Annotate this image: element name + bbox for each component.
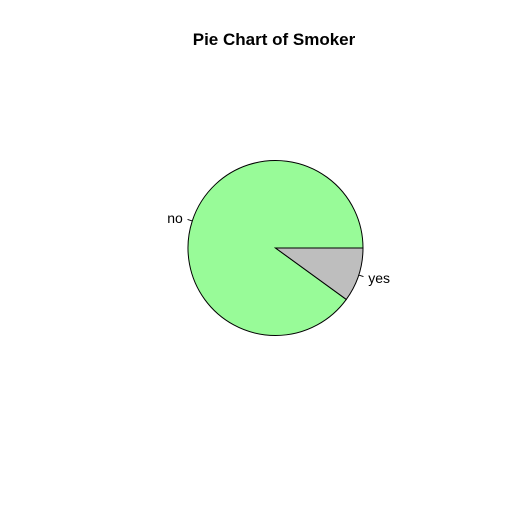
leader-line-no xyxy=(187,218,193,222)
pie-labels: no yes xyxy=(167,210,390,286)
slice-label-yes: yes xyxy=(368,270,390,286)
pie-slices xyxy=(187,160,364,336)
leader-line-yes xyxy=(358,274,364,278)
chart-title: Pie Chart of Smoker xyxy=(193,30,356,49)
pie-slice-yes xyxy=(273,247,364,301)
slice-label-no: no xyxy=(167,210,183,226)
